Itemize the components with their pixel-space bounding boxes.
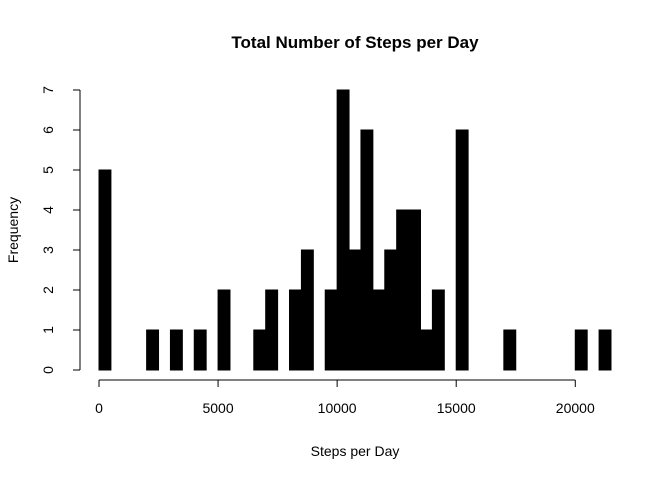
x-tick-label: 20000 [556, 400, 595, 416]
histogram-bar [419, 329, 433, 371]
histogram-bar [265, 289, 279, 371]
histogram-bar [217, 289, 231, 371]
bars-group [98, 89, 612, 371]
histogram-bar [289, 289, 302, 371]
y-tick-label: 0 [40, 366, 56, 374]
histogram-bar [324, 289, 338, 371]
histogram-bar [98, 169, 112, 371]
histogram-bar [146, 329, 160, 371]
histogram-bar [598, 329, 612, 371]
y-tick-label: 7 [40, 86, 56, 94]
chart-title: Total Number of Steps per Day [231, 33, 479, 52]
y-axis-label: Frequency [5, 197, 21, 263]
x-tick-label: 5000 [202, 400, 233, 416]
histogram-bar [574, 329, 588, 371]
y-tick-label: 2 [40, 286, 56, 294]
histogram-bar [384, 249, 398, 371]
y-axis: 0 1 2 3 4 5 6 7 [40, 86, 81, 374]
histogram-bar [348, 249, 362, 371]
x-axis: 0 5000 10000 15000 20000 [95, 379, 595, 416]
y-tick-label: 6 [40, 126, 56, 134]
histogram-bar [300, 249, 314, 371]
histogram-bar [503, 329, 517, 371]
histogram-bar [169, 329, 183, 371]
y-tick-label: 5 [40, 166, 56, 174]
x-axis-label: Steps per Day [311, 443, 400, 459]
histogram-bar [455, 129, 469, 371]
histogram-bar [396, 209, 410, 371]
histogram-bar [372, 289, 386, 371]
y-tick-label: 3 [40, 246, 56, 254]
histogram-bar [431, 289, 445, 371]
x-tick-label: 15000 [437, 400, 476, 416]
x-tick-label: 0 [95, 400, 103, 416]
histogram-bar [253, 329, 267, 371]
y-tick-label: 1 [40, 326, 56, 334]
histogram-bar [408, 209, 421, 371]
histogram-bar [336, 89, 350, 371]
histogram-bar [360, 129, 374, 371]
x-tick-label: 10000 [318, 400, 357, 416]
histogram-bar [193, 329, 207, 371]
y-tick-label: 4 [40, 206, 56, 214]
